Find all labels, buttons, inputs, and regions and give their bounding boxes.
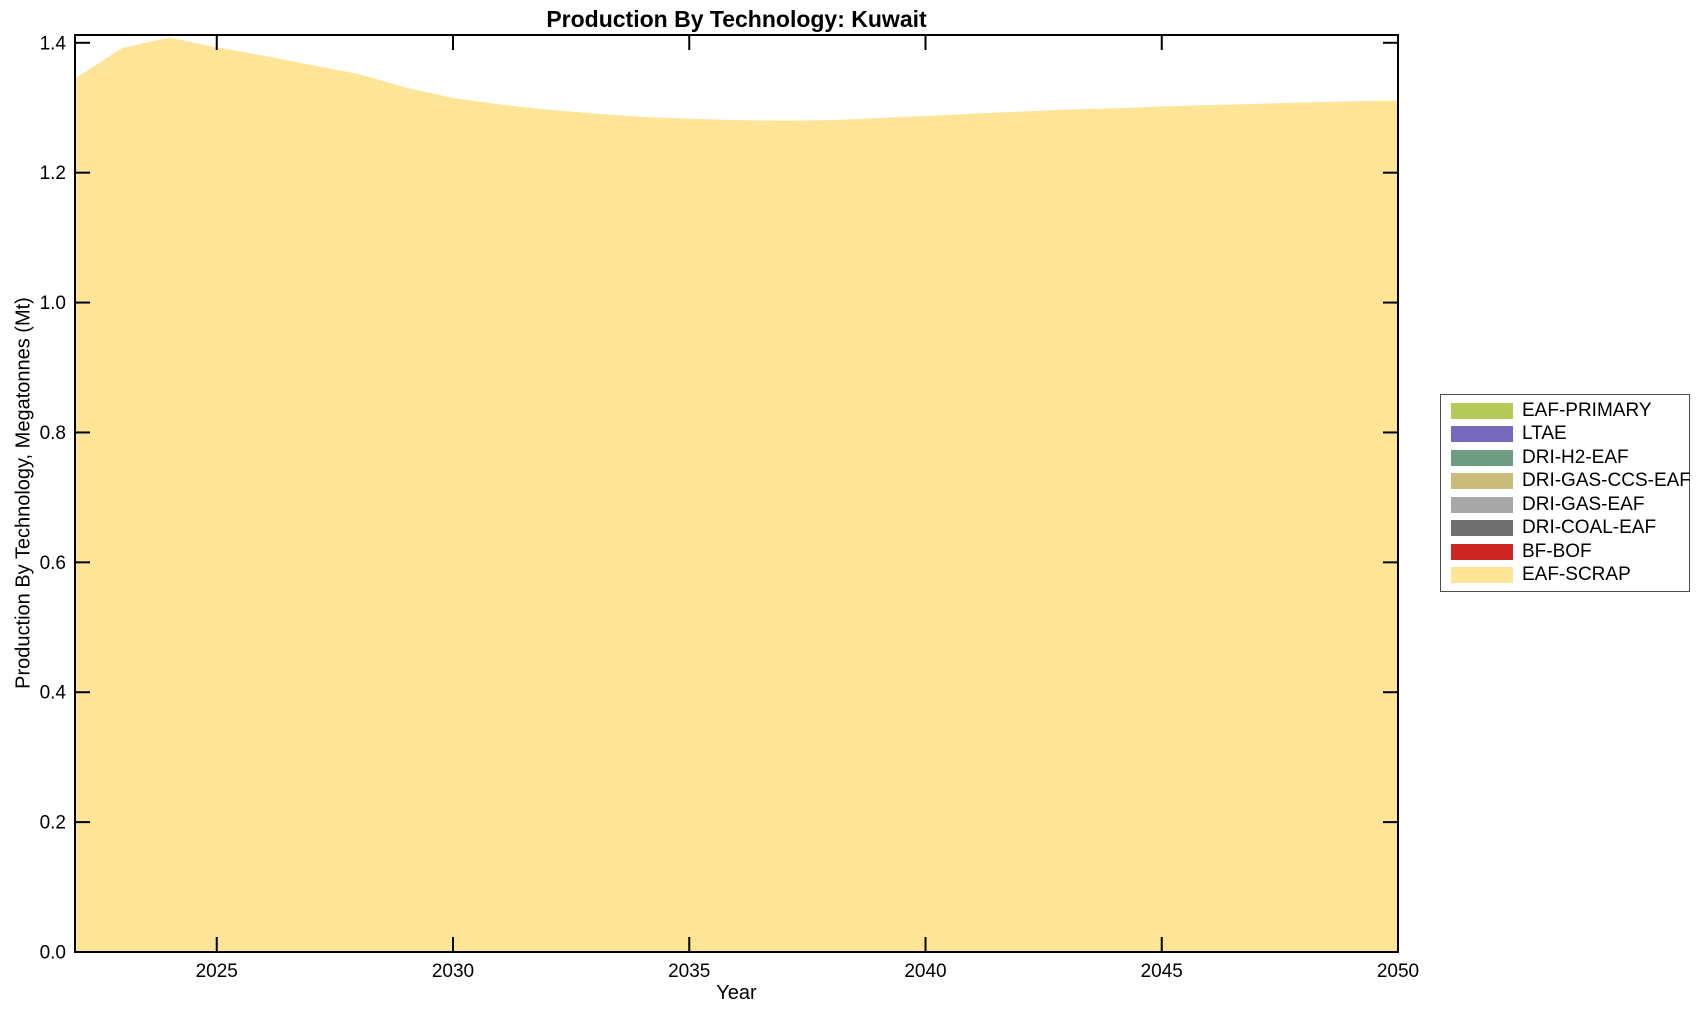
y-tick-label: 1.2 xyxy=(40,163,66,184)
x-tick-label: 2030 xyxy=(432,961,474,982)
legend-label: BF-BOF xyxy=(1522,540,1592,562)
area-eaf-scrap xyxy=(75,37,1398,953)
legend-item-dri-gas-ccs-eaf: DRI-GAS-CCS-EAF xyxy=(1441,470,1691,494)
legend-label: DRI-GAS-EAF xyxy=(1522,493,1645,515)
legend-swatch-icon xyxy=(1451,567,1513,584)
y-tick-label: 0.2 xyxy=(40,813,66,834)
legend-item-ltae: LTAE xyxy=(1441,423,1689,447)
legend-label: LTAE xyxy=(1522,423,1567,445)
legend-swatch-icon xyxy=(1451,473,1513,490)
legend-label: DRI-H2-EAF xyxy=(1522,446,1629,468)
y-tick-label: 0.0 xyxy=(40,943,66,964)
legend-swatch-icon xyxy=(1451,520,1513,537)
legend-item-dri-gas-eaf: DRI-GAS-EAF xyxy=(1441,493,1689,517)
legend-swatch-icon xyxy=(1451,402,1513,419)
y-tick-label: 0.4 xyxy=(40,683,67,704)
legend-label: DRI-GAS-CCS-EAF xyxy=(1522,470,1691,492)
legend-swatch-icon xyxy=(1451,449,1513,466)
legend-swatch-icon xyxy=(1451,426,1513,443)
legend-item-eaf-primary: EAF-PRIMARY xyxy=(1441,399,1689,423)
legend-item-bf-bof: BF-BOF xyxy=(1441,540,1689,564)
legend-label: DRI-COAL-EAF xyxy=(1522,517,1657,539)
x-tick-label: 2035 xyxy=(668,961,710,982)
chart-title: Production By Technology: Kuwait xyxy=(546,6,927,32)
legend-swatch-icon xyxy=(1451,543,1513,560)
legend-item-eaf-scrap: EAF-SCRAP xyxy=(1441,564,1689,588)
legend: EAF-PRIMARY LTAE DRI-H2-EAF DRI-GAS-CCS-EAF… xyxy=(1440,394,1691,592)
x-tick-label: 2050 xyxy=(1377,961,1419,982)
legend-item-dri-coal-eaf: DRI-COAL-EAF xyxy=(1441,517,1689,541)
x-tick-label: 2040 xyxy=(904,961,946,982)
y-tick-label: 1.0 xyxy=(40,293,66,314)
x-axis-label: Year xyxy=(716,982,757,1004)
x-tick-label: 2045 xyxy=(1141,961,1183,982)
legend-item-dri-h2-eaf: DRI-H2-EAF xyxy=(1441,446,1689,470)
y-tick-label: 0.8 xyxy=(40,423,66,444)
legend-label: EAF-PRIMARY xyxy=(1522,399,1652,421)
y-tick-label: 0.6 xyxy=(40,553,66,574)
legend-swatch-icon xyxy=(1451,496,1513,513)
y-tick-label: 1.4 xyxy=(40,33,67,54)
x-tick-label: 2025 xyxy=(196,961,238,982)
axes-frame xyxy=(74,34,1399,953)
legend-label: EAF-SCRAP xyxy=(1522,564,1631,586)
